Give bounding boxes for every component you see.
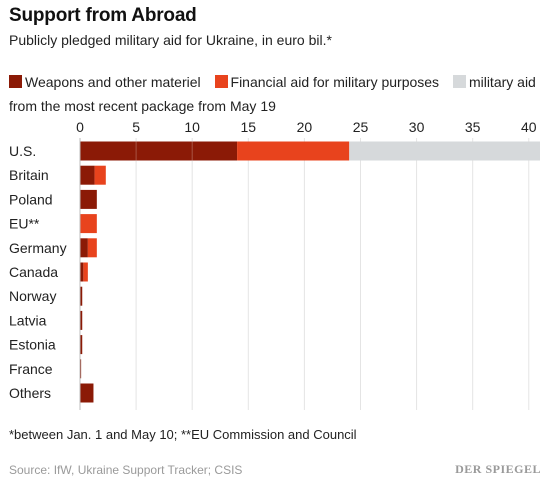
legend-item-may19: military aid from the most recent packag… (9, 74, 536, 114)
x-tick-label: 30 (409, 119, 425, 135)
category-label: Britain (9, 167, 49, 183)
category-label: Germany (9, 240, 67, 256)
x-tick-label: 10 (184, 119, 200, 135)
publisher-logo: DER SPIEGEL (455, 462, 541, 476)
category-label: Estonia (9, 337, 56, 353)
source-note: Source: IfW, Ukraine Support Tracker; CS… (9, 463, 243, 477)
legend-label-weapons: Weapons and other materiel (25, 74, 201, 90)
x-tick-label: 40 (521, 119, 537, 135)
x-tick-label: 0 (76, 119, 84, 135)
legend-item-financial: Financial aid for military purposes (214, 74, 440, 90)
bar-segment-weapons (80, 286, 83, 306)
category-label: Canada (9, 264, 58, 280)
bar-segment-financial (80, 214, 97, 234)
bar-segment-weapons (80, 189, 97, 209)
bar-segment-financial (87, 238, 97, 258)
legend-label-financial: Financial aid for military purposes (230, 74, 440, 90)
bar-segment-weapons (80, 359, 82, 379)
bar-segment-weapons (80, 238, 88, 258)
legend-item-weapons: Weapons and other materiel (9, 74, 201, 90)
bar-segment-weapons (80, 310, 83, 330)
footnote: *between Jan. 1 and May 10; **EU Commiss… (9, 427, 357, 442)
bar-segment-weapons (80, 165, 95, 185)
bar-segment-weapons (80, 141, 238, 161)
category-label: France (9, 361, 53, 377)
legend-label-may19: military aid from the most recent packag… (9, 74, 536, 114)
bar-segment-financial (94, 165, 106, 185)
category-label: Norway (9, 288, 56, 304)
chart-subtitle: Publicly pledged military aid for Ukrain… (9, 32, 332, 48)
x-tick-label: 25 (353, 119, 369, 135)
bar-segment-weapons (80, 262, 84, 282)
bar-segment-financial (83, 262, 88, 282)
legend-swatch-weapons (9, 75, 22, 88)
category-label: Poland (9, 191, 53, 207)
x-tick-label: 20 (297, 119, 313, 135)
legend: Weapons and other materiel Financial aid… (9, 70, 545, 118)
legend-swatch-financial (214, 75, 228, 88)
category-label: U.S. (9, 143, 36, 159)
legend-swatch-may19 (452, 75, 466, 88)
bar-chart: 0 5 10 15 20 25 30 35 40 U.S. Britain Poland EU** Ger… (9, 119, 540, 410)
category-label: EU** (9, 216, 40, 232)
chart-title: Support from Abroad (9, 5, 197, 26)
bar-segment-weapons (80, 335, 83, 355)
category-label: Others (9, 385, 51, 401)
bar-segment-financial (237, 141, 350, 161)
x-tick-label: 5 (132, 119, 140, 135)
x-tick-label: 15 (241, 119, 257, 135)
bar-segment-may19 (349, 141, 540, 161)
x-tick-label: 35 (465, 119, 481, 135)
bar-segment-weapons (80, 383, 94, 403)
category-label: Latvia (9, 312, 47, 328)
